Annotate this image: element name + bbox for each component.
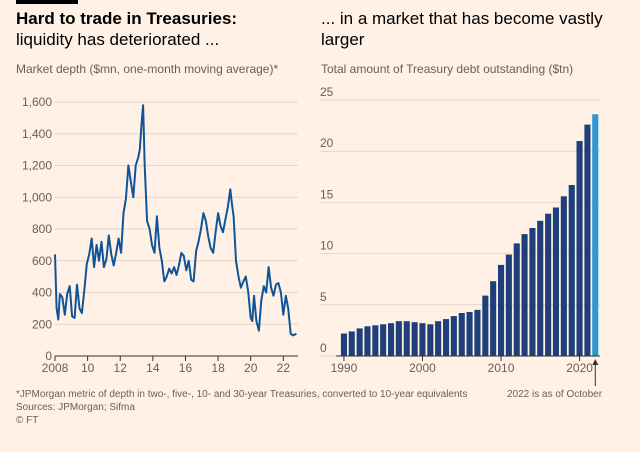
bar-2000 <box>419 323 426 356</box>
bar-1995 <box>380 324 387 356</box>
right-chart-title: ... in a market that has become vastly l… <box>321 9 603 49</box>
market-depth-chart: 0 200 400 600 800 1,000 1,200 1,400 1,600 2008 10 1… <box>22 95 298 375</box>
x-tick-label: 2010 <box>488 361 515 375</box>
y-tick-label: 25 <box>320 85 334 99</box>
bar-1990 <box>340 333 347 356</box>
bar-2022 <box>592 114 599 356</box>
x-tick-label: 16 <box>179 361 193 375</box>
x-tick-label: 22 <box>277 361 291 375</box>
x-tick-label: 18 <box>211 361 225 375</box>
y-tick-label: 5 <box>320 290 327 304</box>
market-depth-line <box>54 104 297 337</box>
left-title-bold: Hard to trade in Treasuries: <box>16 9 238 28</box>
bar-1991 <box>348 331 355 356</box>
bar-2004 <box>450 316 457 356</box>
y-tick-label: 0 <box>320 341 327 355</box>
bar-2005 <box>458 313 465 356</box>
bar-2013 <box>521 234 528 356</box>
y-tick-label: 800 <box>32 222 52 236</box>
bar-2006 <box>466 312 473 356</box>
y-tick-label: 200 <box>32 317 52 331</box>
y-tick-label: 1,600 <box>22 95 52 109</box>
bar-1998 <box>403 321 410 356</box>
y-tick-label: 0 <box>45 349 52 363</box>
bar-1992 <box>356 328 363 356</box>
y-tick-label: 1,000 <box>22 190 52 204</box>
left-title-rest: liquidity has deteriorated ... <box>16 30 220 49</box>
treasury-debt-chart: 0 5 10 15 20 25 1990 2000 2010 2020 <box>320 85 600 386</box>
bar-1993 <box>364 326 371 356</box>
bar-2018 <box>560 196 567 356</box>
x-tick-label: 1990 <box>331 361 358 375</box>
bar-1996 <box>388 323 395 356</box>
bar-2007 <box>474 309 481 356</box>
x-tick-label: 14 <box>146 361 160 375</box>
y-tick-label: 20 <box>320 136 334 150</box>
left-chart-title: Hard to trade in Treasuries: liquidity h… <box>16 8 306 50</box>
bar-1997 <box>395 321 402 356</box>
note-arrow-head <box>592 359 599 365</box>
y-tick-label: 1,400 <box>22 127 52 141</box>
x-tick-label: 20 <box>244 361 258 375</box>
bar-2020 <box>576 141 583 356</box>
x-tick-label: 2000 <box>409 361 436 375</box>
bar-2002 <box>435 321 442 356</box>
y-tick-label: 1,200 <box>22 159 52 173</box>
bar-1994 <box>372 325 379 356</box>
bar-2003 <box>443 319 450 356</box>
x-tick-label: 10 <box>81 361 95 375</box>
left-chart-subtitle: Market depth ($mn, one-month moving aver… <box>16 62 279 76</box>
bar-2010 <box>498 264 505 356</box>
bar-2008 <box>482 295 489 356</box>
right-chart-subtitle: Total amount of Treasury debt outstandin… <box>321 62 574 76</box>
x-tick-label: 2008 <box>42 361 69 375</box>
y-tick-label: 10 <box>320 239 334 253</box>
bar-2012 <box>513 243 520 356</box>
bar-2001 <box>427 324 434 356</box>
as-of-note: 2022 is as of October <box>507 389 603 400</box>
y-tick-label: 600 <box>32 254 52 268</box>
ft-credit: © FT <box>16 415 39 426</box>
x-tick-label: 12 <box>114 361 128 375</box>
bar-2017 <box>552 207 559 356</box>
y-tick-label: 400 <box>32 286 52 300</box>
bar-1999 <box>411 322 418 356</box>
bar-2014 <box>529 228 536 356</box>
bar-2021 <box>584 124 591 356</box>
x-tick-label: 2020 <box>566 361 593 375</box>
bar-2016 <box>545 213 552 356</box>
ft-top-rule <box>16 0 78 4</box>
footnote: *JPMorgan metric of depth in two-, five-… <box>16 389 468 400</box>
bar-2011 <box>505 254 512 356</box>
sources: Sources: JPMorgan; Sifma <box>16 402 135 413</box>
bar-2019 <box>568 185 575 356</box>
bar-2009 <box>490 281 497 356</box>
bar-2015 <box>537 220 544 356</box>
y-tick-label: 15 <box>320 187 334 201</box>
